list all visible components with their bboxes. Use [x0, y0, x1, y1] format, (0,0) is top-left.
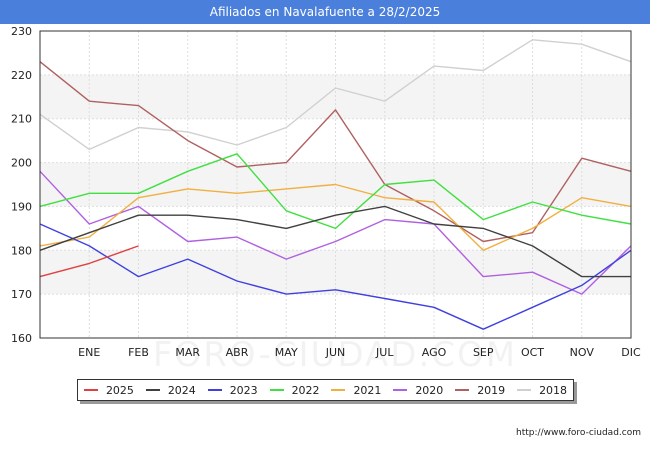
x-tick-label: AGO: [422, 346, 447, 359]
axes: [39, 30, 632, 339]
x-tick-label: DIC: [621, 346, 641, 359]
watermark: FORO-CIUDAD.COM: [153, 335, 517, 375]
x-tick-label: NOV: [570, 346, 595, 359]
legend-item-2024: 2024: [145, 383, 196, 397]
legend-swatch: [393, 389, 408, 391]
series-line-2023: [39, 223, 632, 330]
legend-label: 2022: [291, 383, 320, 397]
x-tick-label: ABR: [226, 346, 249, 359]
legend-item-2018: 2018: [517, 384, 567, 397]
legend-item-2022: 2022: [269, 383, 320, 397]
legend-swatch: [455, 389, 470, 391]
series-line-2020: [39, 170, 632, 295]
legend-item-2025: 2025: [83, 383, 134, 397]
x-tick-label: JUL: [375, 346, 394, 359]
x-tick-label: JUN: [325, 346, 346, 359]
source-credit: http://www.foro-ciudad.com: [516, 428, 641, 438]
plot-frame: [39, 30, 632, 339]
series-line-2024: [39, 205, 631, 278]
chart-title: Afiliados en Navalafuente a 28/2/2025: [0, 0, 650, 24]
legend-swatch: [331, 389, 346, 391]
legend-swatch: [269, 389, 284, 391]
x-tick-labels: ENE FEB MAR ABR MAY JUN JUL AGO SEP OCT NOV DIC: [78, 346, 641, 359]
legend-label: 2020: [415, 383, 444, 397]
y-tick-label: 210: [11, 113, 32, 126]
legend-item-2023: 2023: [207, 383, 258, 397]
y-tick-label: 170: [11, 288, 32, 301]
legend-swatch: [517, 389, 532, 391]
legend-label: 2023: [229, 383, 258, 397]
legend-label: 2025: [105, 383, 134, 397]
series-line-2021: [39, 183, 632, 252]
legend-swatch: [83, 389, 98, 391]
y-tick-label: 190: [11, 200, 32, 213]
x-tick-label: ENE: [78, 346, 100, 359]
legend-label: 2018: [539, 383, 568, 397]
legend-label: 2019: [477, 383, 506, 397]
series-line-2025: [39, 245, 139, 278]
legend-label: 2021: [353, 383, 382, 397]
x-tick-label: FEB: [128, 346, 149, 359]
y-tick-label: 160: [11, 332, 32, 345]
y-tick-label: 200: [11, 157, 32, 170]
x-tick-label: SEP: [473, 346, 494, 359]
series-line-2022: [39, 153, 632, 230]
legend-swatch: [207, 389, 222, 391]
series-lines: [39, 39, 632, 330]
legend: 2025 2024 2023 2022 2021 2020 2019 2018: [77, 379, 574, 401]
legend-item-2020: 2020: [393, 384, 443, 397]
x-tick-label: MAY: [275, 346, 298, 359]
legend-item-2021: 2021: [331, 384, 381, 397]
y-tick-labels: 160 170 180 190 200 210 220 230: [11, 25, 32, 345]
x-tick-label: OCT: [521, 346, 544, 359]
legend-item-2019: 2019: [455, 384, 505, 397]
series-line-2019: [39, 61, 632, 243]
series-line-2018: [39, 39, 632, 151]
legend-swatch: [145, 389, 160, 391]
x-tick-label: MAR: [175, 346, 200, 359]
y-tick-label: 180: [11, 244, 32, 257]
y-tick-label: 230: [11, 25, 32, 38]
legend-label: 2024: [167, 383, 196, 397]
y-tick-label: 220: [11, 69, 32, 82]
